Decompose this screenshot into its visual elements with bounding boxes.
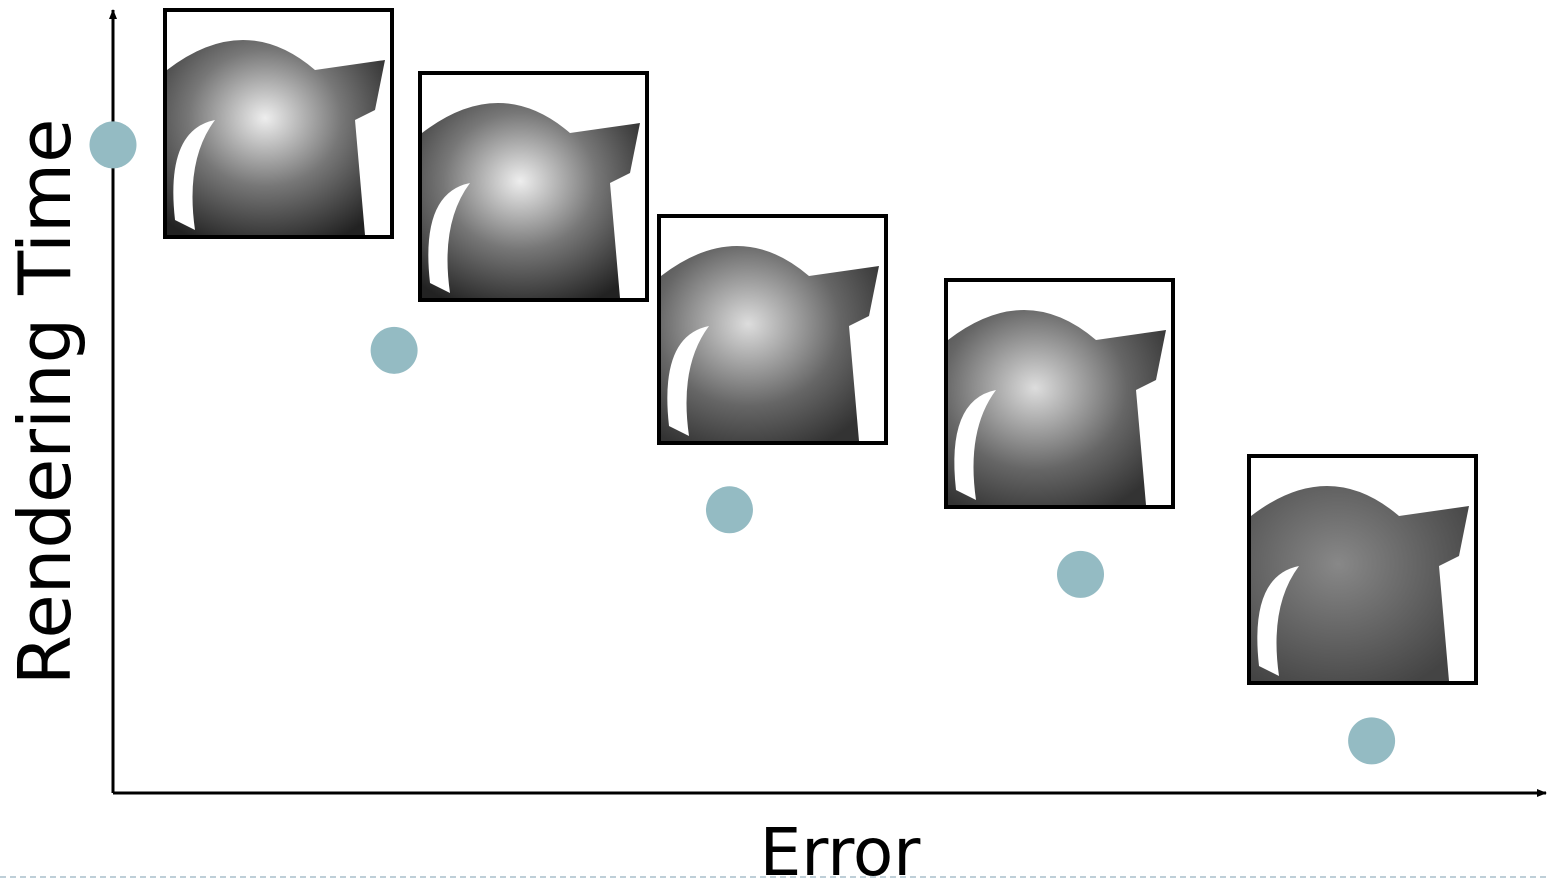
x-axis-label: Error (760, 814, 922, 881)
point (1057, 551, 1104, 598)
y-axis-label: Rendering Time (3, 119, 87, 686)
point (371, 327, 418, 374)
point (90, 121, 137, 168)
thumbnail (420, 73, 647, 300)
thumbnail (165, 10, 392, 237)
thumbnails (165, 10, 1476, 683)
thumbnail (946, 280, 1173, 507)
point (1348, 717, 1395, 764)
point (706, 486, 753, 533)
thumbnail (659, 216, 886, 443)
chart: Error Rendering Time (0, 0, 1549, 881)
thumbnail (1249, 456, 1476, 683)
